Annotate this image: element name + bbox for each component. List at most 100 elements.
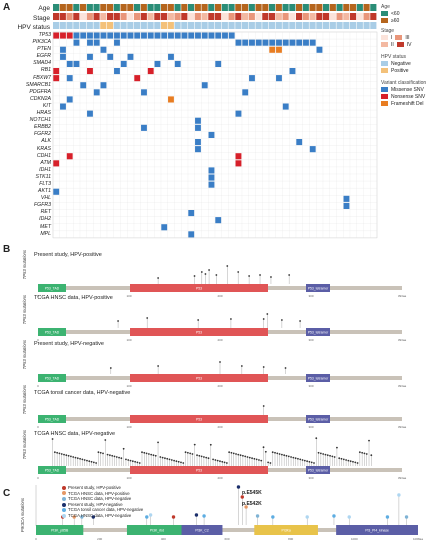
legend-age-lt60: <60 [381, 10, 433, 17]
gene-label-vhl: VHL [40, 195, 51, 202]
age-cell [134, 4, 141, 11]
lollipop-head [147, 453, 150, 455]
gene-label-fbxw7: FBXW7 [33, 74, 51, 81]
age-cell [248, 4, 255, 11]
hpv-cell [181, 22, 188, 29]
axis-tick-3-0: 0 [37, 425, 39, 429]
lollipop-head [226, 265, 229, 267]
mutation-cell [289, 68, 296, 75]
gene-label-fgfr3: FGFR3 [33, 202, 51, 209]
lollipop-head [262, 366, 265, 368]
legend-c-item-3: TCGA HNSC data, HPV-negative [62, 496, 143, 502]
axis-tick-1-0: 0 [37, 338, 39, 342]
lollipop-head [207, 457, 210, 460]
hpv-cell [100, 22, 107, 29]
lollipop-head [219, 460, 221, 463]
lollipop-head [352, 460, 354, 463]
stage-cell [262, 13, 269, 20]
lollipop-head [115, 456, 118, 458]
domain-label-p53: P53 [196, 418, 202, 422]
domain-p53-tad [38, 466, 66, 474]
mutation-cell [53, 32, 60, 39]
age-cell [120, 4, 127, 11]
lollipop-head [88, 460, 91, 463]
mutation-cell [201, 82, 208, 89]
stage-cell [53, 13, 60, 20]
hpv-cell [323, 22, 330, 29]
lollipop-head [358, 451, 361, 454]
lollipop-head [58, 452, 61, 455]
hpv-cell [174, 22, 181, 29]
lollipop-head [191, 453, 194, 455]
pik3ca-head [347, 515, 351, 519]
lollipop-head [157, 441, 159, 444]
mutation-cell [93, 39, 100, 46]
age-cell [350, 4, 357, 11]
age-cell [93, 4, 100, 11]
callout-e545k: p.E545K [242, 490, 262, 496]
tp53-ylabel-2: TP53 mutations [22, 295, 27, 325]
lollipop-head [67, 454, 70, 457]
mutation-cell [296, 139, 303, 146]
lollipop-head [134, 460, 137, 463]
age-cell [235, 4, 242, 11]
age-cell [269, 4, 276, 11]
stage-cell [66, 13, 73, 20]
hpv-cell [242, 22, 249, 29]
lollipop-head [258, 459, 260, 461]
hpv-cell [255, 22, 262, 29]
mutation-cell [107, 53, 114, 60]
lollipop-head [146, 317, 149, 319]
lollipop-head [284, 367, 287, 369]
age-cell [215, 4, 222, 11]
lollipop-head [361, 451, 364, 454]
stage-cell [302, 13, 309, 20]
mutation-cell [60, 53, 66, 60]
domain-label-p53: P53 [196, 331, 202, 335]
hpv-cell [161, 22, 168, 29]
mutation-cell [66, 60, 73, 67]
age-cell [316, 4, 323, 11]
hpv-cell [309, 22, 316, 29]
lollipop-head [299, 458, 302, 461]
pik3ca-tick-6: 1068aa [413, 537, 423, 541]
mutation-cell [235, 153, 242, 160]
hpv-cell [194, 22, 201, 29]
lollipop-head [317, 451, 320, 454]
lollipop-head [248, 456, 251, 459]
pik3ca-backbone [36, 528, 418, 532]
mutation-cell [188, 210, 195, 217]
lollipop-head [278, 453, 281, 455]
mutation-cell [215, 60, 222, 67]
lollipop-head [239, 454, 242, 457]
mutation-cell [343, 202, 350, 209]
lollipop-head [166, 457, 169, 460]
lollipop-head [81, 458, 84, 461]
gene-label-kras: KRAS [36, 145, 51, 152]
pik3ca-domain-label-0: PI3K_p85B [51, 529, 69, 533]
domain-p53 [130, 374, 268, 382]
age-cell [343, 4, 350, 11]
mutation-cell [195, 139, 201, 146]
gene-label-hras: HRAS [36, 110, 51, 117]
stage-cell [309, 13, 316, 20]
age-cell [363, 4, 370, 11]
axis-tick-0-4: 393aa [398, 294, 407, 298]
hpv-cell [147, 22, 154, 29]
mutation-cell [87, 32, 93, 39]
pik3ca-ylabel: PIK3CA mutations [20, 498, 25, 533]
lollipop-head [60, 453, 63, 455]
stage-cell [269, 13, 276, 20]
stage-cell [113, 13, 120, 20]
mutation-cell [195, 117, 201, 124]
stage-cell [59, 13, 66, 20]
mutation-cell [66, 32, 73, 39]
lollipop-head [267, 461, 270, 464]
domain-label-tad: P53_TAD [45, 287, 60, 291]
stage-cell [107, 13, 114, 20]
lollipop-head [294, 457, 297, 460]
lollipop-head [324, 453, 327, 456]
lollipop-head [152, 454, 155, 457]
pik3ca-head [80, 515, 84, 519]
axis-tick-4-0: 0 [37, 476, 39, 480]
